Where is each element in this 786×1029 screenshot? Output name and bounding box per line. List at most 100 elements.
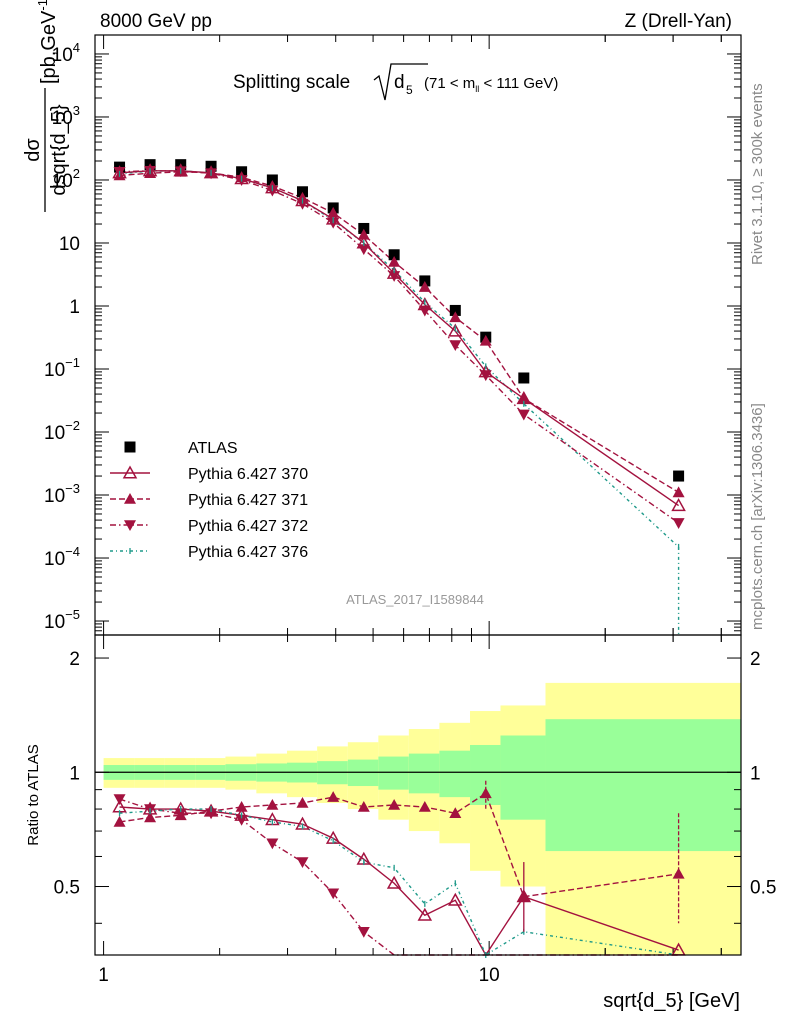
y-tick-label: 10 <box>59 234 80 255</box>
legend: ATLAS Pythia 6.427 370 Pythia 6.427 371 Pyt… <box>110 440 308 561</box>
y-tick-label: 10−5 <box>44 607 80 633</box>
sqrt-symbol <box>373 63 428 101</box>
data-point <box>517 409 530 421</box>
y-tick-label: 103 <box>52 103 80 129</box>
ratio-point <box>448 892 463 906</box>
ratio-point <box>266 798 279 810</box>
legend-marker <box>122 465 138 479</box>
data-point <box>672 486 685 498</box>
ratio-y-tick-label: 2 <box>69 649 80 670</box>
data-point <box>357 244 370 256</box>
data-point <box>517 392 530 404</box>
mcplots-label: mcplots.cern.ch [arXiv:1306.3436] <box>749 403 766 630</box>
ratio-point <box>327 791 340 802</box>
x-tick-label: 10 <box>479 965 500 986</box>
axis-ticks <box>95 34 741 955</box>
data-point <box>388 271 401 282</box>
data-point <box>448 323 463 337</box>
y-tick-label: 10−4 <box>44 544 80 570</box>
legend-marker <box>124 441 136 453</box>
ratio-point <box>113 815 126 827</box>
ratio-y-tick-label-right: 1 <box>750 763 761 784</box>
x-tick-label: 1 <box>98 965 109 986</box>
y-tick-label: 10−2 <box>44 418 80 444</box>
ratio-point <box>144 811 157 823</box>
ratio-point <box>205 808 218 820</box>
data-point <box>518 372 530 384</box>
ratio-y-tick-label: 1 <box>69 763 80 784</box>
y-tick-label: 1 <box>69 297 80 318</box>
ratio-frame <box>94 634 742 956</box>
title-var: d <box>394 72 405 93</box>
legend-label: Pythia 6.427 371 <box>188 492 308 509</box>
data-point <box>671 498 686 512</box>
ratio-uncertainty-band <box>95 682 741 955</box>
band-inner-bin <box>408 753 440 794</box>
band-inner-bin <box>439 750 471 798</box>
y-label-units: [pb,GeV-1] <box>35 0 60 84</box>
data-point <box>418 305 431 317</box>
data-point <box>449 304 461 316</box>
data-point <box>479 334 492 346</box>
title-cut: (71 < mll < 111 GeV) <box>424 75 558 94</box>
ratio-point <box>235 814 248 826</box>
legend-marker <box>124 493 136 504</box>
ratio-line <box>119 798 679 956</box>
ratio-y-tick-label-right: 2 <box>750 649 761 670</box>
data-series <box>112 159 686 635</box>
data-point <box>449 340 462 352</box>
band-inner-bin <box>500 735 546 820</box>
data-point <box>673 470 685 482</box>
legend-marker <box>124 520 136 531</box>
data-point <box>327 217 340 229</box>
ratio-point <box>113 794 126 806</box>
data-point <box>418 281 431 292</box>
ratio-point <box>388 798 401 810</box>
data-point <box>419 275 431 287</box>
data-point <box>358 222 370 234</box>
ratio-point <box>417 907 433 921</box>
x-axis-label: sqrt{d_5} [GeV] <box>603 990 740 1012</box>
ratio-point <box>357 801 370 812</box>
legend-label: Pythia 6.427 376 <box>188 544 308 561</box>
data-point <box>357 228 370 240</box>
ratio-point <box>418 801 431 812</box>
legend-label: Pythia 6.427 372 <box>188 518 308 535</box>
legend-label: ATLAS <box>188 440 238 457</box>
ratio-point <box>235 801 248 812</box>
ratio-point <box>327 888 340 900</box>
data-point <box>266 174 278 186</box>
ratio-line <box>119 808 679 957</box>
header-left: 8000 GeV pp <box>100 11 212 32</box>
chart-title: Splitting scale d 5 (71 < mll < 111 GeV) <box>233 63 558 101</box>
band-inner-bin <box>378 756 409 790</box>
ratio-y-tick-label: 0.5 <box>54 878 80 899</box>
y-tick-label: 104 <box>52 40 80 66</box>
y-axis-label: dσ dsqrt{d_5} [pb,GeV-1] <box>22 0 70 212</box>
ratio-y-tick-label-right: 0.5 <box>750 878 776 899</box>
data-point <box>296 186 308 198</box>
ratio-series <box>112 780 686 958</box>
ratio-point <box>296 857 309 869</box>
y-tick-label: 10−3 <box>44 481 80 507</box>
ratio-line <box>119 792 679 898</box>
series-line <box>119 170 680 548</box>
y-label-num: dσ <box>22 138 44 162</box>
data-point <box>388 255 401 267</box>
title-main: Splitting scale <box>233 72 350 93</box>
ratio-point <box>386 875 402 889</box>
y-tick-label: 10−1 <box>44 355 80 381</box>
ratio-point <box>449 807 462 819</box>
title-sub: 5 <box>406 83 413 97</box>
rivet-label: Rivet 3.1.10, ≥ 300k events <box>749 83 766 265</box>
y-label-den: dsqrt{d_5} <box>48 104 70 196</box>
data-point <box>388 249 400 261</box>
data-point <box>327 206 340 218</box>
band-inner-bin <box>545 719 741 852</box>
data-point <box>672 518 685 529</box>
data-point <box>479 370 492 382</box>
data-point <box>449 311 462 323</box>
header-right: Z (Drell-Yan) <box>625 11 732 32</box>
